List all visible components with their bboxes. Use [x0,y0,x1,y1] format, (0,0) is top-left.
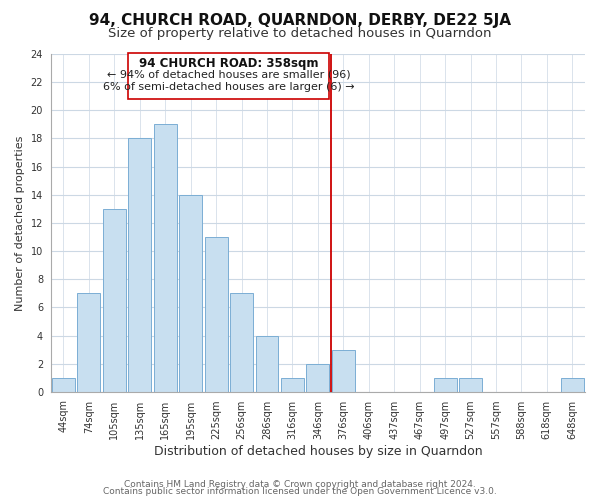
Text: 6% of semi-detached houses are larger (6) →: 6% of semi-detached houses are larger (6… [103,82,355,92]
Bar [179,195,202,392]
Text: Contains public sector information licensed under the Open Government Licence v3: Contains public sector information licen… [103,488,497,496]
Bar [103,209,126,392]
Text: Contains HM Land Registry data © Crown copyright and database right 2024.: Contains HM Land Registry data © Crown c… [124,480,476,489]
Text: 94 CHURCH ROAD: 358sqm: 94 CHURCH ROAD: 358sqm [139,57,319,70]
Y-axis label: Number of detached properties: Number of detached properties [15,135,25,310]
Bar [281,378,304,392]
Bar [561,378,584,392]
Bar [128,138,151,392]
X-axis label: Distribution of detached houses by size in Quarndon: Distribution of detached houses by size … [154,444,482,458]
Bar [77,294,100,392]
Bar [434,378,457,392]
FancyBboxPatch shape [128,54,329,99]
Bar [230,294,253,392]
Bar [154,124,176,392]
Text: 94, CHURCH ROAD, QUARNDON, DERBY, DE22 5JA: 94, CHURCH ROAD, QUARNDON, DERBY, DE22 5… [89,12,511,28]
Bar [332,350,355,392]
Text: ← 94% of detached houses are smaller (96): ← 94% of detached houses are smaller (96… [107,70,350,80]
Bar [256,336,278,392]
Text: Size of property relative to detached houses in Quarndon: Size of property relative to detached ho… [108,28,492,40]
Bar [459,378,482,392]
Bar [205,237,227,392]
Bar [52,378,75,392]
Bar [307,364,329,392]
